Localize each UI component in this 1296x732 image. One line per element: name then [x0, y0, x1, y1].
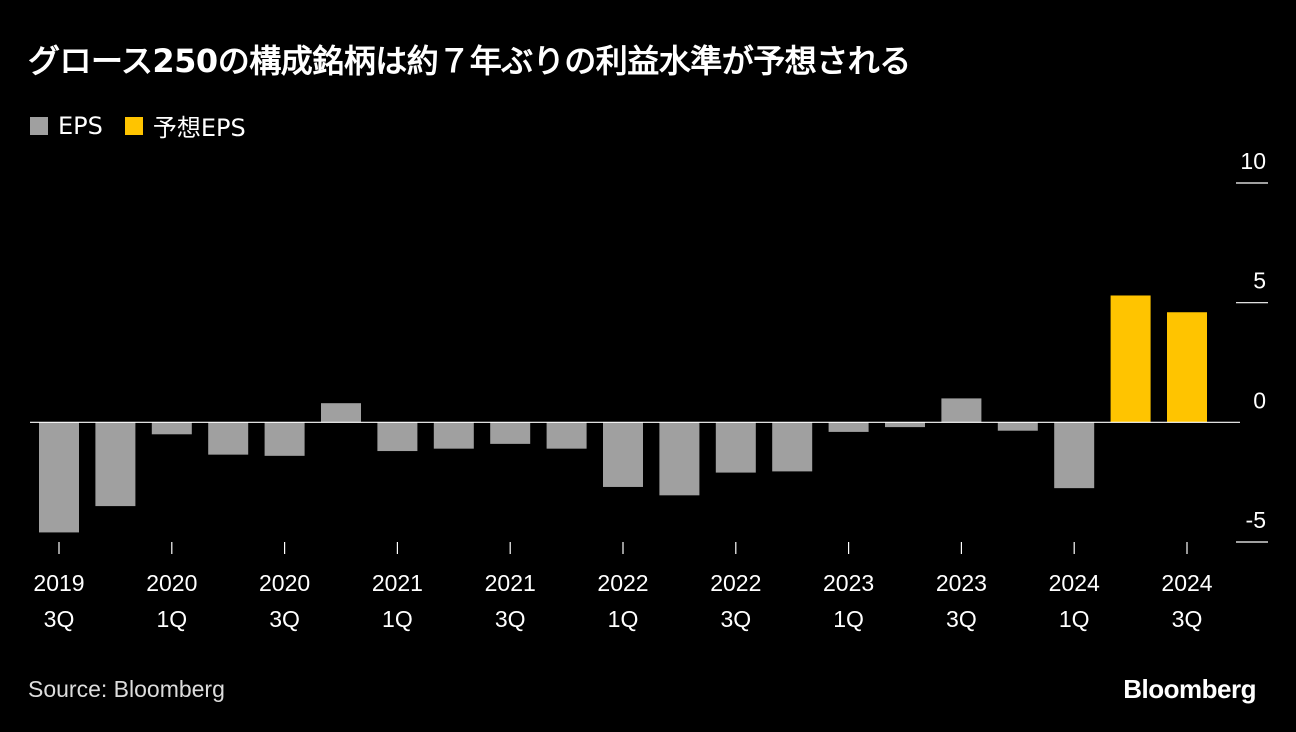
bar-eps-7	[433, 422, 474, 449]
bloomberg-logo: Bloomberg	[1123, 674, 1256, 704]
y-tick-label--5: -5	[1246, 507, 1266, 533]
x-tick-label-quarter-18: 1Q	[1059, 606, 1090, 632]
y-tick-label-10: 10	[1240, 148, 1266, 174]
bar-eps-14	[828, 422, 869, 432]
legend-label-eps: EPS	[58, 111, 103, 140]
bar-eps-0	[39, 422, 79, 533]
bar-forecast-eps-19	[1110, 295, 1151, 423]
bar-eps-8	[490, 422, 531, 444]
chart-title: グロース250の構成銘柄は約７年ぶりの利益水準が予想される	[28, 42, 911, 80]
x-tick-label-year-8: 2021	[485, 570, 536, 596]
y-tick-label-0: 0	[1253, 387, 1266, 413]
x-tick-label-year-18: 2024	[1049, 570, 1100, 596]
bar-eps-17	[997, 422, 1038, 431]
bar-eps-18	[1054, 422, 1095, 489]
x-tick-label-quarter-8: 3Q	[495, 606, 526, 632]
bar-eps-5	[321, 403, 361, 423]
bar-eps-10	[603, 422, 643, 487]
bar-eps-12	[715, 422, 756, 473]
y-tick-label-5: 5	[1253, 268, 1266, 294]
x-tick-label-quarter-16: 3Q	[946, 606, 977, 632]
legend-label-forecast-eps: 予想EPS	[152, 114, 246, 142]
x-tick-label-quarter-2: 1Q	[156, 606, 187, 632]
x-tick-label-year-4: 2020	[259, 570, 310, 596]
x-tick-label-quarter-4: 3Q	[269, 606, 300, 632]
bar-eps-3	[208, 422, 249, 455]
x-tick-label-quarter-6: 1Q	[382, 606, 413, 632]
bar-eps-1	[95, 422, 136, 507]
x-tick-label-year-16: 2023	[936, 570, 987, 596]
x-tick-label-quarter-12: 3Q	[720, 606, 751, 632]
x-tick-label-quarter-10: 1Q	[608, 606, 639, 632]
bar-eps-6	[377, 422, 418, 452]
bar-eps-2	[151, 422, 192, 435]
bar-eps-13	[772, 422, 813, 472]
legend: EPS 予想EPS	[30, 108, 268, 143]
legend-swatch-eps	[30, 116, 48, 135]
bar-forecast-eps-20	[1167, 312, 1207, 423]
x-tick-label-year-6: 2021	[372, 570, 423, 596]
legend-item-eps: EPS	[30, 112, 103, 140]
x-tick-label-year-20: 2024	[1161, 570, 1212, 596]
bar-eps-11	[659, 422, 700, 496]
x-tick-label-quarter-20: 3Q	[1172, 606, 1203, 632]
bar-eps-16	[941, 398, 982, 423]
bar-eps-15	[885, 422, 925, 428]
legend-swatch-forecast-eps	[124, 116, 143, 135]
bar-eps-4	[264, 422, 305, 456]
x-tick-label-year-12: 2022	[710, 570, 761, 596]
x-tick-label-quarter-0: 3Q	[44, 606, 75, 632]
source-note: Source: Bloomberg	[28, 676, 225, 702]
x-tick-label-year-2: 2020	[146, 570, 197, 596]
bar-eps-9	[546, 422, 587, 449]
x-tick-label-year-10: 2022	[597, 570, 648, 596]
x-tick-label-quarter-14: 1Q	[833, 606, 864, 632]
legend-item-forecast-eps: 予想EPS	[124, 108, 246, 143]
x-tick-label-year-14: 2023	[823, 570, 874, 596]
x-tick-label-year-0: 2019	[33, 570, 84, 596]
